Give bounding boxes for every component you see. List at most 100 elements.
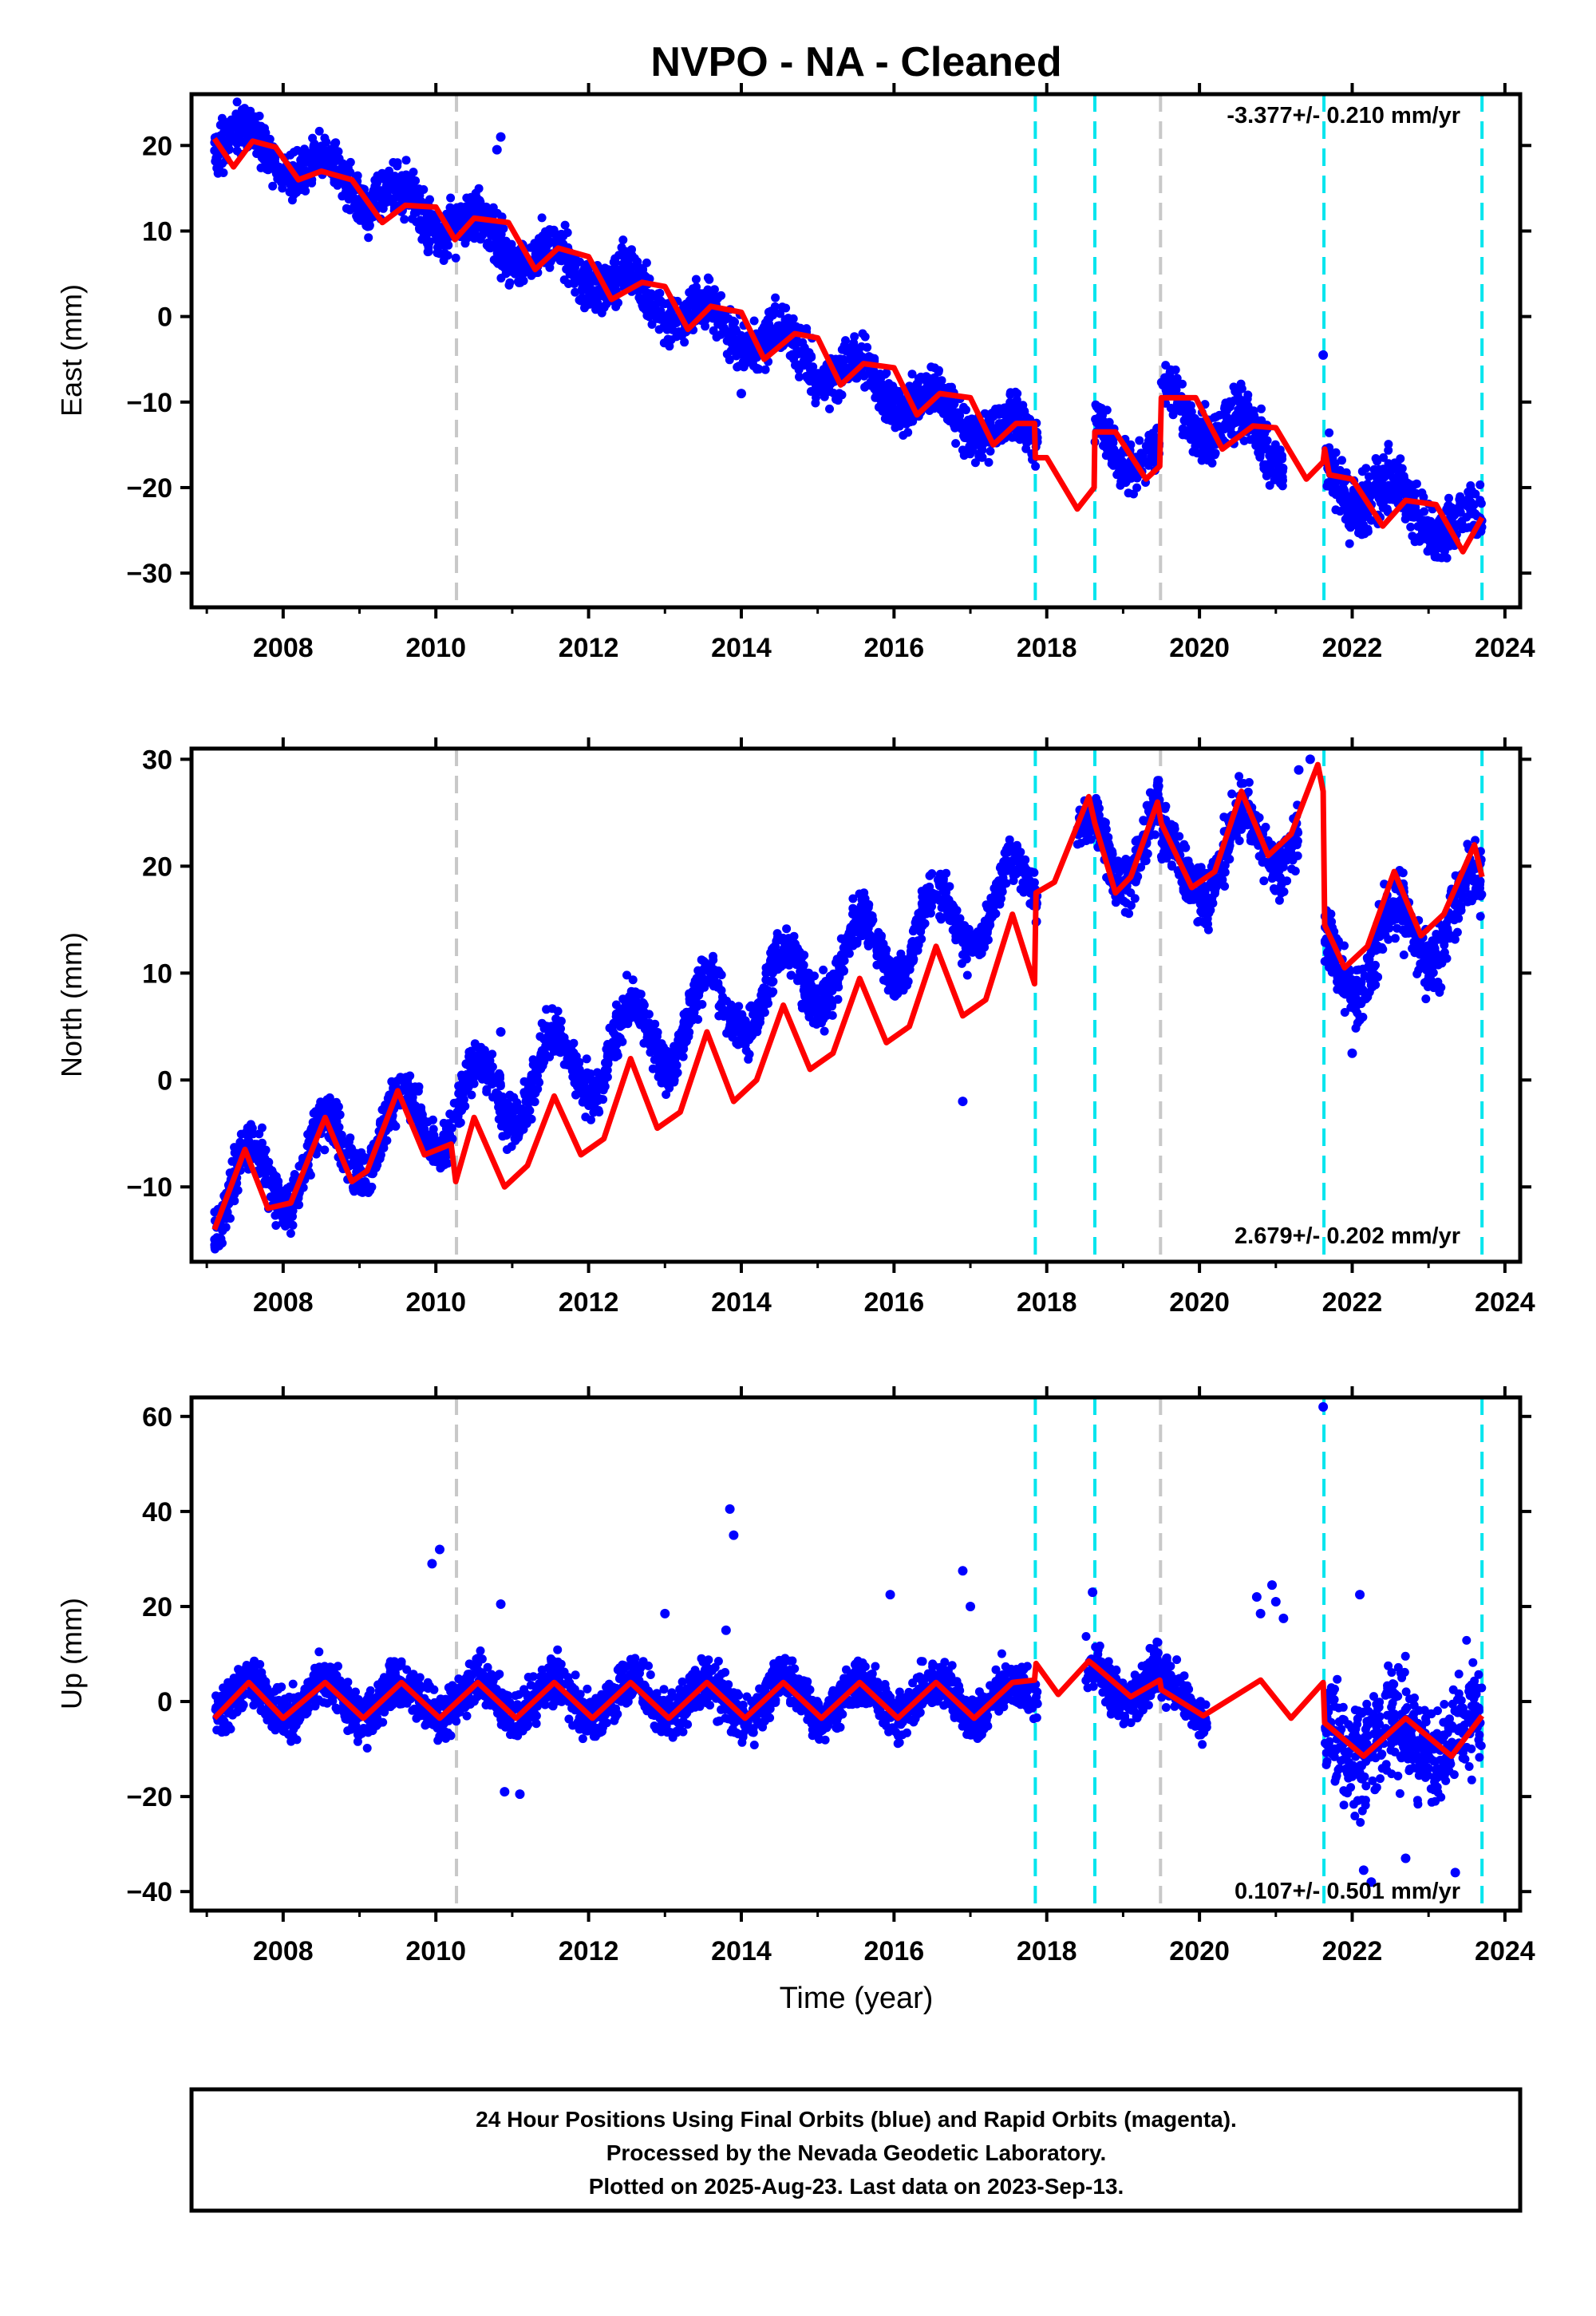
data-point [986,446,995,456]
data-point [1006,401,1016,410]
data-point [504,280,514,290]
data-point [1093,418,1103,428]
data-point [871,373,881,382]
data-point [610,284,620,294]
x-tick-label: 2024 [1475,633,1535,663]
data-point [857,342,867,351]
x-tick-label: 2022 [1322,633,1383,663]
data-point [1421,534,1431,543]
data-point [1132,483,1142,492]
data-point [661,299,670,309]
data-point [1102,405,1112,415]
data-point [1267,459,1277,468]
data-point [895,391,904,401]
chart-title: NVPO - NA - Cleaned [650,39,1061,85]
data-point [263,165,273,175]
x-tick-label: 2010 [405,633,466,663]
data-point [498,1132,508,1141]
data-point [452,215,462,225]
data-point [583,283,593,292]
data-point [271,158,280,168]
data-point [772,334,782,343]
data-point [1328,480,1337,489]
data-point [314,126,324,136]
data-point [1343,511,1353,520]
data-point [300,180,310,190]
data-point [1337,456,1346,465]
data-point [804,348,814,358]
data-point [1109,460,1119,470]
data-point [814,381,824,391]
data-point [1184,402,1194,412]
data-point [1135,436,1144,445]
data-point [1340,485,1349,495]
data-point [1442,541,1452,551]
data-point [241,128,251,137]
data-point [1263,445,1273,453]
data-point [1108,447,1117,456]
data-point [934,366,943,375]
data-point [756,328,765,338]
x-tick-label: 2014 [711,633,772,663]
data-point [571,287,580,297]
data-point [423,239,432,248]
data-point [1412,511,1422,520]
data-point [504,251,513,259]
data-point [451,253,460,263]
data-point [715,968,725,977]
data-point [286,1229,295,1238]
data-point [443,251,452,260]
data-point [1357,467,1367,476]
data-point [308,133,318,143]
data-point [471,188,480,198]
data-point [499,223,508,233]
data-point [1325,428,1334,437]
data-point [876,381,886,391]
data-point [795,372,804,381]
data-point [400,215,409,224]
data-point [1021,856,1030,865]
data-point [496,274,506,283]
data-point [1211,449,1220,458]
data-point [560,220,570,230]
data-point [227,115,236,124]
data-point [764,319,774,329]
y-tick-label: −20 [126,473,172,504]
data-point [1331,505,1341,515]
data-point [874,402,883,412]
x-tick-label: 2018 [1017,633,1077,663]
data-point [782,924,792,934]
data-point [1432,530,1442,539]
data-point [1249,434,1258,444]
data-point [1442,553,1452,563]
data-point [984,457,994,467]
data-point [1476,480,1485,489]
data-point [1476,499,1486,508]
data-point [705,275,714,284]
data-point [1031,461,1041,471]
outlier-point [1355,525,1365,536]
data-point [749,316,759,326]
data-point [446,193,456,203]
data-point [505,264,515,274]
y-tick-label: −10 [126,388,172,418]
data-point [1452,504,1462,513]
data-point [1399,486,1408,496]
data-point [680,338,689,347]
y-tick-label: 20 [142,131,172,161]
data-point [217,113,227,123]
data-point [659,338,669,348]
data-point [433,229,442,239]
data-point [1457,516,1467,526]
data-point [620,267,630,276]
data-point [1230,396,1239,405]
data-point [1385,460,1395,469]
data-point [378,189,388,199]
data-point [662,319,672,329]
data-point [397,186,405,195]
data-point [1254,447,1263,456]
data-point [642,311,652,320]
data-point [579,267,589,276]
data-point [702,287,712,297]
